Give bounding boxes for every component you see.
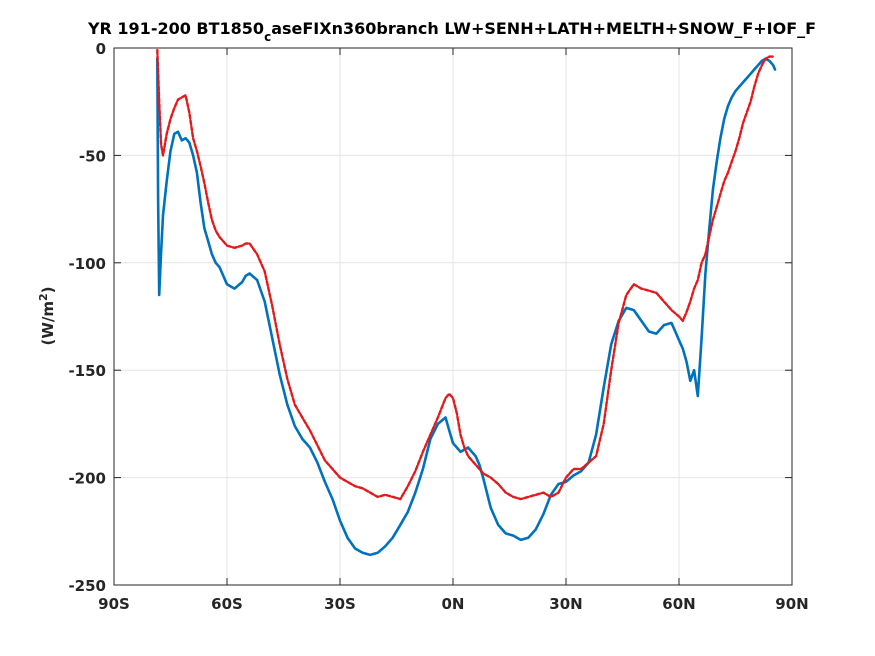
y-tick-labels: 0 -50 -100 -150 -200 -250 [68,40,106,595]
x-tick-labels: 90S 60S 30S 0N 30N 60N 90N [98,595,809,613]
series-line-2 [156,48,775,501]
series-layer [156,48,777,557]
chart-title: YR 191-200 BT1850caseFIXn360branch LW+SE… [87,19,816,44]
grid-vertical [226,48,680,585]
y-tick-label: -50 [79,147,106,165]
y-tick-label: -100 [68,255,106,273]
y-axis-label: (W/m2) [37,286,57,345]
y-tick-label: -200 [68,470,106,488]
y-tick-label: -150 [68,362,106,380]
chart-title-main: YR 191-200 BT1850 [87,19,264,38]
x-tick-label: 60S [211,595,243,613]
chart-title-rest: aseFIXn360branch LW+SENH+LATH+MELTH+SNOW… [271,19,816,38]
y-tick-label: 0 [96,40,106,58]
y-tick-label: -250 [68,577,106,595]
y-axis-label-superscript: 2 [37,293,50,301]
x-tick-label: 90N [775,595,808,613]
chart-title-subscript: c [264,30,271,44]
x-tick-label: 0N [442,595,465,613]
y-axis-label-main: (W/m [39,301,57,346]
y-axis-label-close: ) [39,286,57,293]
x-tick-label: 90S [98,595,130,613]
x-tick-label: 30N [549,595,582,613]
x-tick-label: 30S [324,595,356,613]
grid-horizontal [114,154,792,479]
x-tick-marks [113,48,793,585]
x-tick-label: 60N [662,595,695,613]
y-tick-marks [114,47,792,586]
series-line-1 [156,57,777,557]
